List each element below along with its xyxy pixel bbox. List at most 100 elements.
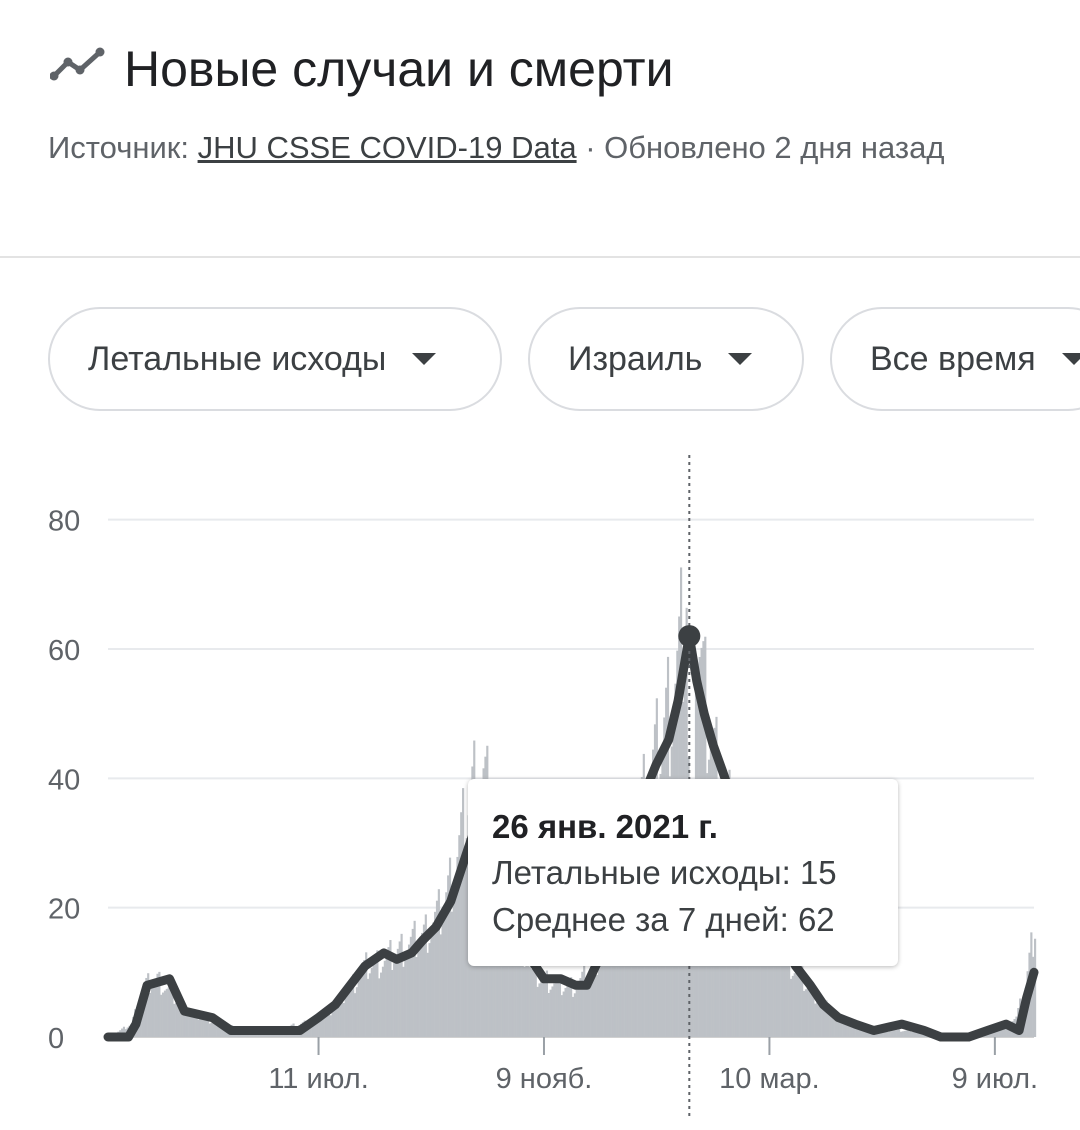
daily-bar	[337, 1000, 340, 1037]
daily-bar	[359, 974, 362, 1037]
daily-bar	[348, 986, 351, 1037]
daily-bar	[894, 1030, 897, 1037]
daily-bar	[331, 1012, 334, 1037]
source-prefix: Источник:	[48, 130, 189, 165]
daily-bar	[400, 933, 403, 1037]
daily-bar	[769, 942, 772, 1037]
daily-bar	[391, 969, 394, 1037]
y-tick-label: 20	[48, 894, 80, 926]
updated-text: · Обновлено 2 дня назад	[576, 130, 945, 165]
daily-bar	[897, 1029, 901, 1037]
daily-bar	[829, 1012, 832, 1037]
daily-bar	[182, 1002, 185, 1037]
daily-bar	[409, 936, 412, 1037]
daily-bar	[523, 966, 526, 1037]
daily-bar	[838, 1021, 841, 1037]
daily-bar	[525, 966, 528, 1037]
daily-bar	[353, 993, 357, 1037]
metric-dropdown[interactable]: Летальные исходы	[48, 307, 502, 411]
daily-bar	[795, 970, 798, 1037]
daily-bar	[368, 973, 372, 1037]
daily-bar	[791, 975, 794, 1037]
daily-bar	[568, 980, 571, 1037]
daily-bar	[786, 949, 789, 1037]
daily-bar	[463, 860, 467, 1037]
daily-bar	[775, 929, 778, 1037]
daily-bar	[911, 1031, 914, 1037]
daily-bar	[318, 1021, 321, 1037]
daily-bar	[188, 1014, 191, 1037]
daily-bar	[827, 1013, 830, 1037]
daily-bar	[178, 1001, 181, 1037]
daily-bar	[577, 984, 580, 1037]
daily-bar	[329, 1015, 332, 1037]
daily-bar	[879, 1030, 882, 1037]
daily-bar	[1034, 938, 1037, 1037]
tooltip-avg-value: 62	[797, 901, 835, 938]
daily-bar	[579, 978, 582, 1037]
daily-bar	[516, 924, 519, 1037]
daily-bar	[771, 937, 774, 1037]
daily-bar	[311, 1020, 314, 1037]
daily-bar	[741, 900, 744, 1037]
daily-bar	[366, 978, 370, 1037]
daily-bar	[396, 948, 399, 1037]
daily-bar	[162, 992, 165, 1037]
daily-bar	[419, 941, 422, 1037]
tooltip-daily-label: Летальные исходы:	[492, 854, 791, 891]
region-dropdown[interactable]: Израиль	[528, 307, 804, 411]
daily-bar	[603, 933, 606, 1037]
daily-bar	[335, 1005, 338, 1037]
daily-bar	[361, 967, 364, 1037]
daily-bar	[195, 1010, 198, 1037]
daily-bar	[560, 995, 563, 1037]
daily-bar	[761, 905, 765, 1037]
daily-bar	[189, 1012, 193, 1037]
daily-bar	[333, 1008, 336, 1037]
daily-bar	[381, 966, 385, 1037]
daily-bar	[217, 1021, 221, 1037]
daily-bar	[767, 946, 770, 1037]
daily-bar	[199, 1018, 202, 1037]
daily-bar	[802, 990, 806, 1037]
daily-bar	[316, 1014, 319, 1037]
daily-bar	[1002, 1024, 1005, 1037]
daily-bar	[512, 926, 515, 1037]
daily-bar	[212, 1022, 215, 1037]
source-link[interactable]: JHU CSSE COVID-19 Data	[197, 130, 577, 165]
daily-bar	[415, 957, 418, 1037]
daily-bar	[596, 974, 599, 1037]
daily-bar	[536, 986, 539, 1037]
daily-bar	[845, 1019, 848, 1037]
caret-down-icon	[728, 353, 753, 365]
daily-bar	[434, 911, 437, 1037]
daily-bar	[612, 919, 616, 1037]
period-dropdown[interactable]: Все время	[830, 307, 1080, 411]
daily-bar	[842, 1020, 845, 1037]
daily-bar	[808, 986, 811, 1037]
daily-bar	[819, 1000, 822, 1037]
metric-dropdown-label: Летальные исходы	[88, 339, 387, 378]
daily-bar	[350, 980, 353, 1037]
daily-bar	[545, 970, 549, 1037]
daily-bar	[814, 1003, 817, 1037]
daily-bar	[389, 940, 392, 1037]
daily-bar	[853, 1025, 856, 1037]
daily-bar	[836, 1012, 839, 1037]
card-header: Новые случаи и смерти Источник: JHU CSSE…	[0, 0, 1080, 258]
daily-bar	[307, 1023, 310, 1037]
daily-bar	[352, 974, 355, 1037]
chart-tooltip: 26 янв. 2021 г. Летальные исходы: 15 Сре…	[468, 779, 898, 966]
daily-bar	[816, 1002, 819, 1037]
daily-bar	[441, 923, 444, 1037]
daily-bar	[583, 965, 586, 1037]
daily-bar	[620, 918, 623, 1037]
daily-bar	[437, 889, 440, 1037]
daily-bar	[542, 976, 545, 1037]
daily-bar	[570, 977, 573, 1037]
x-axis-ticks: 11 июл. 9 нояб. 10 мар. 9 июл.	[268, 1037, 1038, 1095]
daily-bar	[843, 1020, 847, 1037]
daily-bar	[534, 962, 537, 1037]
daily-bar	[571, 996, 575, 1037]
daily-bar	[890, 1031, 893, 1037]
